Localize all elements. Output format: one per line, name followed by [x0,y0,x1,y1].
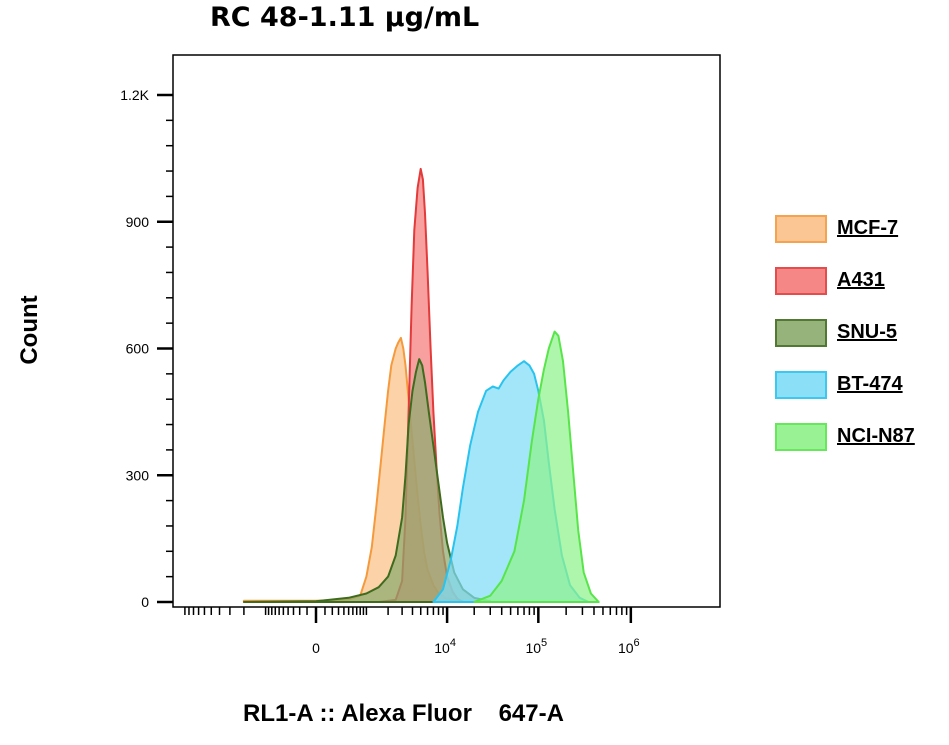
legend-label: BT-474 [837,373,903,395]
y-tick-label: 300 [126,467,150,483]
series-area-nci-n87 [473,330,600,603]
x-tick-label: 0 [312,640,320,656]
x-tick-label: 104 [434,637,456,656]
legend-swatch [775,423,827,451]
y-tick-label: 600 [126,341,150,357]
legend-label: A431 [837,269,885,291]
y-tick-label: 900 [126,214,150,230]
x-axis-label: RL1-A :: Alexa Fluor 647-A [243,700,564,727]
legend-label: SNU-5 [837,321,898,343]
x-tick-label: 105 [525,637,547,656]
series-layer [242,167,600,603]
plot-frame [172,54,721,608]
y-tick-label: 1.2K [120,87,149,103]
legend-swatch [775,319,827,347]
legend-label: NCI-N87 [837,425,915,447]
legend-swatch [775,267,827,295]
legend-label: MCF-7 [837,217,899,239]
legend-swatch [775,215,827,243]
chart-title: RC 48-1.11 μg/mL [210,2,480,33]
x-tick-label: 106 [618,637,640,656]
y-tick-label: 0 [141,594,149,610]
legend-swatch [775,371,827,399]
